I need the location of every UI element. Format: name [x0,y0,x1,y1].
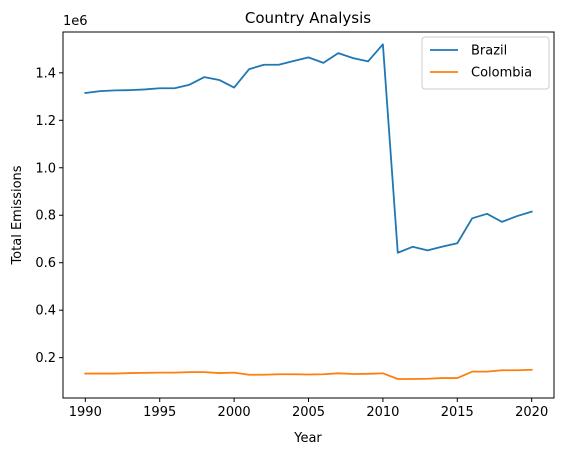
x-tick-label: 2020 [515,405,548,420]
axes-frame [62,31,555,399]
y-tick-label: 1.0 [35,161,56,176]
plot-area: 1990 1995 2000 2005 2010 2015 2020 0.2 0.4 0.6 0.8… [35,43,548,420]
y-tick-label: 0.2 [35,351,56,366]
x-tick-label: 1990 [69,405,102,420]
x-tick-label: 2015 [441,405,474,420]
series-line-brazil [84,43,533,254]
y-tick-label: 0.6 [35,256,56,271]
y-tick-label: 0.8 [35,209,56,224]
y-tick-label: 1.4 [35,66,56,81]
y-tick-label: 0.4 [35,304,56,319]
x-axis-label: Year [293,431,322,446]
series-line-colombia [84,368,533,380]
x-tick-label: 2005 [292,405,325,420]
x-tick-label: 2000 [218,405,251,420]
y-axis-label: Total Emissions [10,165,25,265]
y-tick-label: 1.2 [35,114,56,129]
legend-label-colombia: Colombia [471,66,532,81]
y-axis-offset-label: 1e6 [63,14,88,29]
x-tick-label: 1995 [143,405,176,420]
x-tick-label: 2010 [366,405,399,420]
chart-title: Country Analysis [245,9,371,27]
legend-label-brazil: Brazil [471,44,507,59]
legend: Brazil Colombia [421,36,550,90]
